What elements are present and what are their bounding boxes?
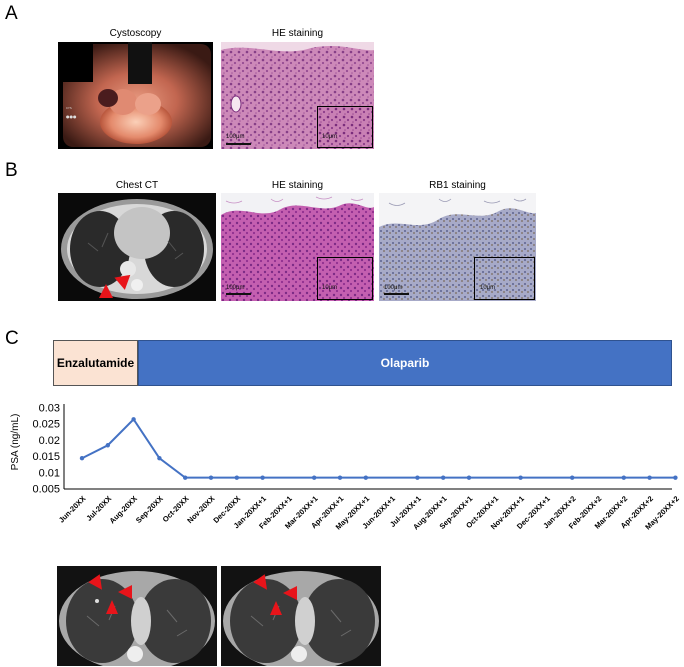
psa-data-point (415, 475, 420, 480)
panel-letter-c: C (5, 328, 19, 349)
chest-ct-label: Chest CT (115, 180, 159, 191)
follow-up-ct-image-2 (221, 566, 381, 666)
scale-bar-b-rb1 (384, 293, 409, 295)
rb1-staining-label: RB1 staining (429, 180, 486, 191)
psa-data-point (105, 443, 111, 448)
y-tick-label: 0.01 (39, 467, 60, 479)
psa-data-point (621, 475, 626, 480)
y-axis-label: PSA (ng/mL) (10, 414, 21, 471)
red-arrowhead-followup-2b (283, 586, 297, 600)
he-staining-image-b (221, 193, 374, 301)
psa-data-point (79, 456, 85, 461)
svg-text:CYS: CYS (66, 106, 72, 110)
psa-data-point (337, 475, 343, 480)
psa-data-point (518, 475, 523, 480)
psa-data-point (673, 475, 678, 480)
scale-bar-b-he (226, 293, 251, 295)
scale-label-b-he: 100μm (226, 285, 245, 291)
he-inset-a (317, 106, 373, 148)
cystoscopy-label: Cystoscopy (109, 28, 162, 39)
cystoscopy-image: CYS ●●● (58, 42, 213, 149)
psa-data-point (441, 475, 446, 480)
x-tick-label: Jun-20XX (57, 494, 88, 525)
he-inset-b (317, 257, 373, 300)
psa-data-point (260, 475, 265, 480)
he-staining-label-a: HE staining (271, 28, 324, 39)
psa-series-line (81, 417, 676, 479)
psa-data-point (234, 475, 239, 480)
red-arrowhead-followup-1c (106, 600, 118, 614)
psa-data-point (647, 475, 652, 480)
rb1-staining-image (379, 193, 536, 301)
psa-data-point (312, 475, 317, 480)
rb1-inset (474, 257, 535, 300)
psa-data-point (466, 475, 472, 480)
y-tick-label: 0.025 (32, 419, 60, 431)
y-tick-label: 0.02 (39, 435, 60, 447)
y-tick-label: 0.005 (32, 484, 60, 496)
treatment-bar-olaparib: Olaparib (138, 340, 672, 386)
psa-data-point (183, 475, 188, 480)
red-arrowhead-followup-1b (118, 585, 132, 599)
psa-data-point (208, 475, 214, 480)
inset-scale-label-b-he: 10μm (322, 285, 338, 291)
red-arrowhead-ct-2 (99, 284, 113, 298)
red-arrowhead-followup-2c (270, 601, 282, 615)
y-tick-label: 0.015 (32, 451, 60, 463)
panel-letter-b: B (5, 160, 18, 181)
follow-up-ct-image-1 (57, 566, 217, 666)
psa-data-point (131, 417, 136, 422)
treatment-label-enzalutamide: Enzalutamide (56, 356, 135, 370)
psa-data-point (157, 456, 162, 461)
scale-label-a: 100μm (226, 134, 245, 140)
scale-bar-a (226, 143, 251, 145)
x-tick-label: Aug-20XX (108, 494, 139, 525)
y-tick-label: 0.03 (39, 403, 60, 415)
treatment-bar-enzalutamide: Enzalutamide (53, 340, 138, 386)
he-staining-label-b: HE staining (271, 180, 324, 191)
chest-ct-image (58, 193, 216, 301)
svg-text:●●●: ●●● (66, 114, 77, 119)
x-tick-label: Nov-20XX (185, 494, 216, 525)
psa-data-point (363, 475, 368, 480)
psa-chart: PSA (ng/mL) 0.030.0250.020.0150.010.005 … (10, 403, 681, 532)
inset-scale-label-a: 10μm (322, 134, 338, 140)
scale-label-b-rb1: 100μm (384, 285, 403, 291)
x-tick-label: Sep-20XX (134, 494, 165, 525)
psa-data-point (570, 475, 575, 480)
treatment-label-olaparib: Olaparib (380, 356, 430, 370)
inset-scale-label-b-rb1: 10μm (480, 285, 496, 291)
panel-letter-a: A (5, 3, 18, 24)
